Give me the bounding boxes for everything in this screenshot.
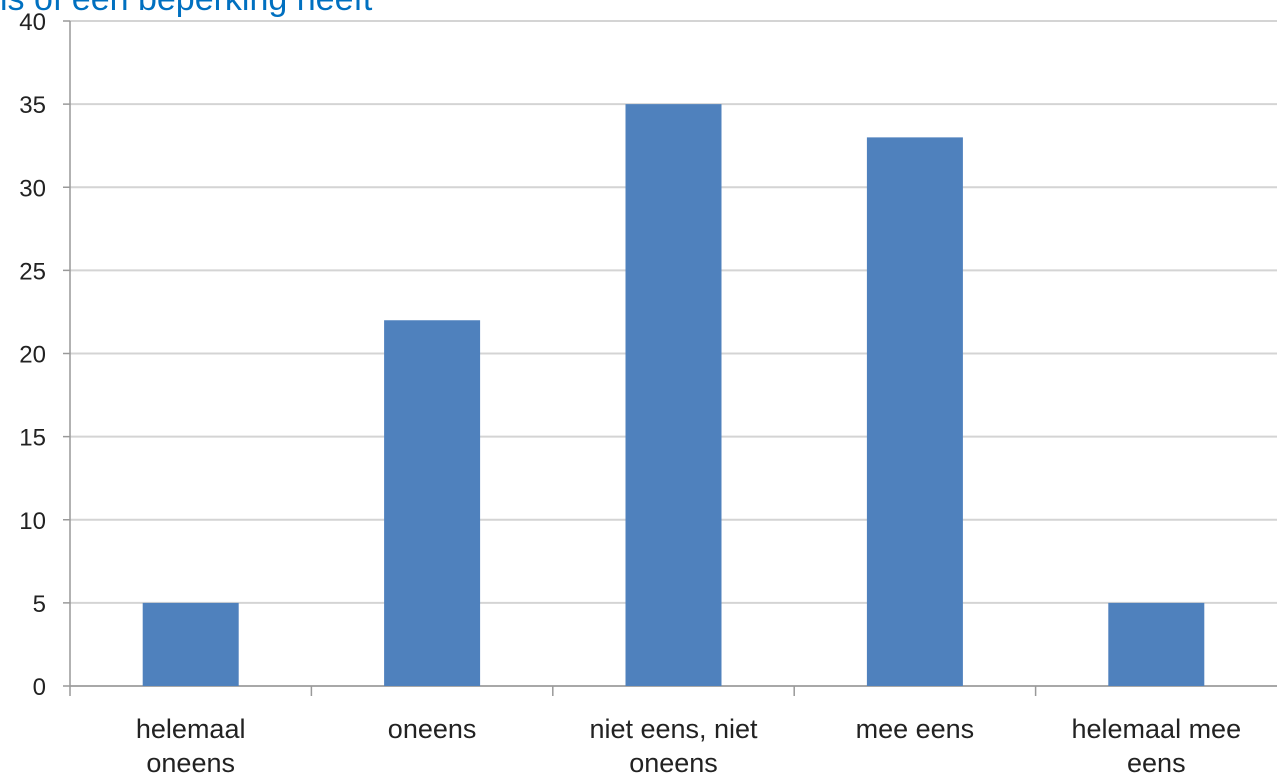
bar (1108, 602, 1205, 686)
y-tick-label: 15 (19, 425, 46, 452)
x-tick-label: helemaal mee eens (1071, 714, 1242, 778)
bar (625, 104, 722, 686)
x-tick-label: niet eens, niet oneens (589, 714, 758, 778)
y-tick-label: 30 (19, 175, 46, 202)
chart-title: is of een beperking heeft (0, 0, 373, 18)
y-tick-label: 5 (33, 591, 46, 618)
x-tick-label: helemaal oneens (135, 714, 246, 778)
bar (384, 320, 481, 686)
y-tick-label: 20 (19, 342, 46, 369)
y-tick-label: 40 (19, 9, 46, 36)
x-tick-label: oneens (387, 714, 477, 744)
bar (866, 137, 963, 686)
bar (142, 602, 239, 686)
y-tick-label: 35 (19, 92, 46, 119)
y-tick-label: 10 (19, 508, 46, 535)
y-tick-label: 0 (33, 674, 46, 701)
y-tick-label: 25 (19, 258, 46, 285)
x-tick-label: mee eens (855, 714, 975, 744)
